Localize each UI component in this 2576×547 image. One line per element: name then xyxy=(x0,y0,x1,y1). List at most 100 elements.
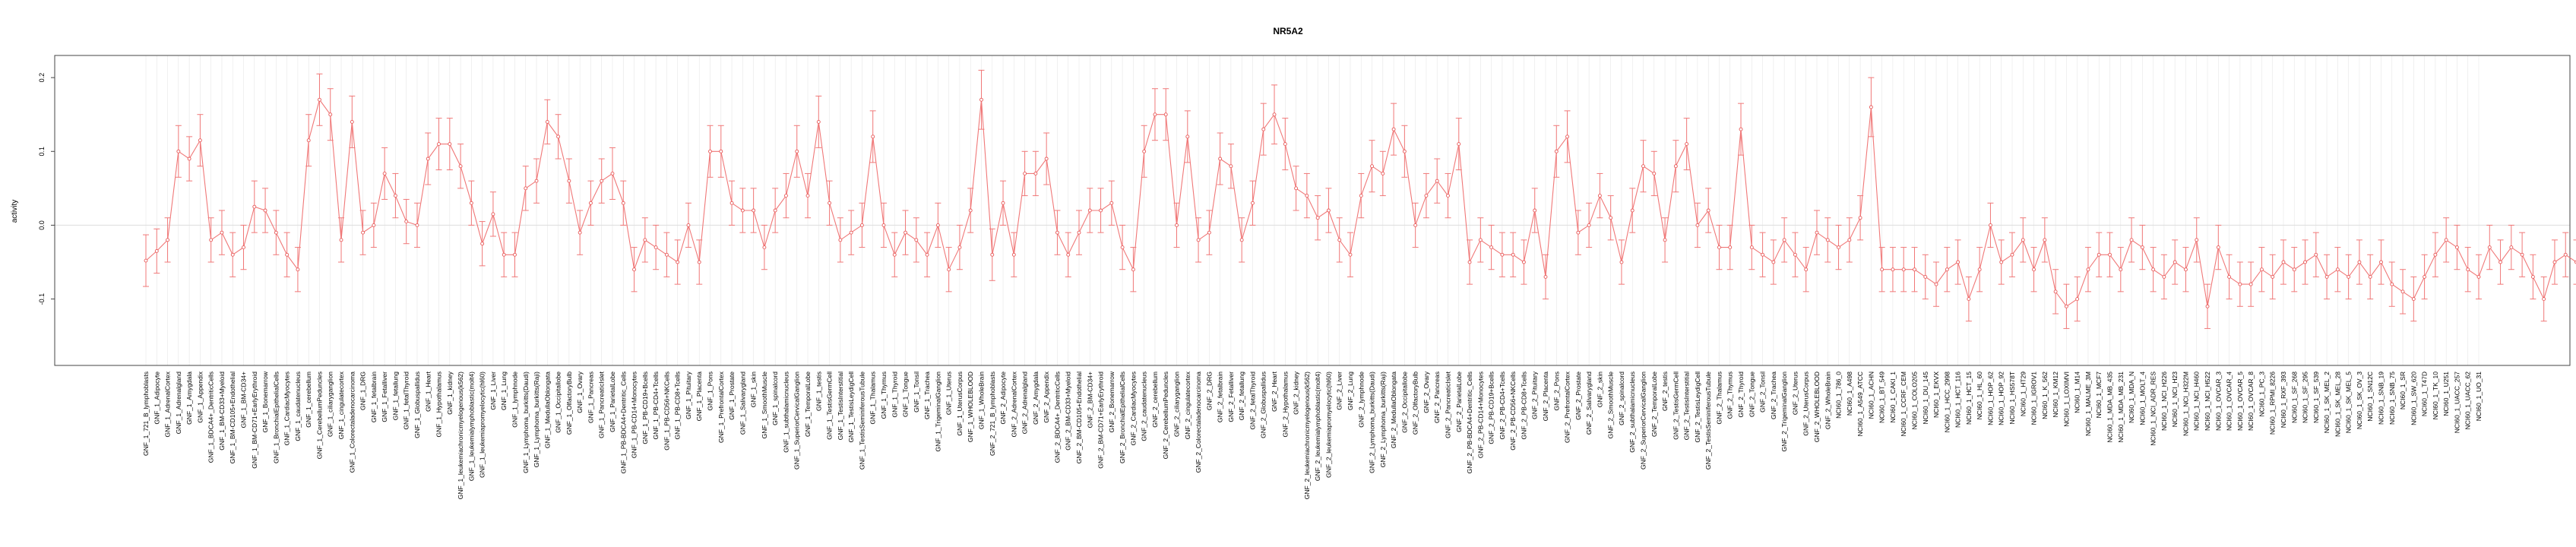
data-point xyxy=(1011,252,1016,257)
x-tick-label: GNF_2_Amygdala xyxy=(1032,372,1040,425)
x-tick-label: GNF_1_Fetalliver xyxy=(381,372,388,422)
data-point xyxy=(2064,304,2068,308)
data-point xyxy=(1055,230,1059,235)
data-point xyxy=(1641,164,1645,169)
plot-frame xyxy=(54,55,2571,366)
x-tick-label: GNF_1_PB-BDCA4+Dentritic_Cells xyxy=(619,372,627,473)
data-point xyxy=(1717,245,1721,250)
x-tick-label: NCI60_1_PC_3 xyxy=(2258,372,2265,417)
x-tick-label: GNF_1_ciliaryganglion xyxy=(327,372,334,437)
x-tick-label: GNF_1_Bonemarrow xyxy=(261,371,269,432)
data-point xyxy=(1435,179,1439,183)
data-point xyxy=(1207,230,1211,235)
data-point xyxy=(1261,127,1266,131)
x-tick-label: GNF_2_Pons xyxy=(1552,372,1560,411)
x-tick-label: GNF_1_Trachea xyxy=(923,372,931,419)
x-tick-label: GNF_2_fetalbrain xyxy=(1217,372,1224,422)
x-tick-label: NCI60_1_DU_145 xyxy=(1922,372,1929,425)
x-tick-label: NCI60_1_HCT_15 xyxy=(1965,372,1973,425)
data-point xyxy=(1446,194,1450,198)
y-tick-label: 0.1 xyxy=(38,147,46,157)
y-axis: -0.1 0.0 0.1 0.2 xyxy=(38,73,55,305)
data-point xyxy=(1706,208,1710,213)
x-tick-label: GNF_1_Heart xyxy=(424,371,432,412)
x-tick-label: GNF_2_Thalamus xyxy=(1715,372,1723,424)
x-tick-label: GNF_1_AdrenalCortex xyxy=(164,371,172,437)
x-tick-label: GNF_2_BM-CD105+Endothelial xyxy=(1075,372,1083,463)
data-point xyxy=(2292,267,2296,272)
data-point xyxy=(1771,260,1776,264)
data-point xyxy=(1728,245,1733,250)
data-point xyxy=(859,223,864,227)
data-point xyxy=(1359,194,1363,198)
data-point xyxy=(2400,289,2405,294)
data-point xyxy=(1565,134,1570,139)
data-point xyxy=(187,157,191,161)
data-point xyxy=(1945,267,1949,272)
data-point xyxy=(1023,171,1027,175)
data-point xyxy=(567,179,571,183)
data-point xyxy=(1521,260,1526,264)
x-tick-label: GNF_1_Adrenalgland xyxy=(175,372,182,434)
data-point xyxy=(838,238,843,242)
data-point xyxy=(2563,252,2568,257)
data-point xyxy=(686,223,691,227)
data-point xyxy=(491,212,495,217)
x-tick-label: GNF_2_Placenta xyxy=(1542,372,1549,421)
x-tick-label: GNF_2_Globuspallidus xyxy=(1260,372,1267,438)
data-point xyxy=(740,208,745,213)
data-point xyxy=(2216,245,2220,250)
data-point xyxy=(708,149,712,153)
x-tick-label: NCI60_1_TK_10 xyxy=(2432,372,2439,420)
data-point xyxy=(1239,238,1244,242)
x-tick-label: GNF_1_721_B_lymphoblasts xyxy=(142,372,150,456)
y-tick-label: -0.1 xyxy=(38,293,46,305)
data-point xyxy=(1424,194,1429,198)
data-point xyxy=(1825,238,1830,242)
data-point xyxy=(621,201,625,205)
data-point xyxy=(676,260,680,264)
data-point xyxy=(242,245,245,250)
x-tick-label: GNF_1_fetalThyroid xyxy=(403,372,410,430)
x-tick-label: NCI60_1_HS578T xyxy=(2008,372,2016,424)
data-point xyxy=(2530,274,2535,279)
data-point xyxy=(892,252,897,257)
x-tick-label: GNF_2_TrigeminalGanglion xyxy=(1780,372,1788,452)
data-point xyxy=(415,223,419,227)
x-tick-label: GNF_1_Salivarygland xyxy=(739,372,746,435)
x-tick-label: GNF_1_TestisSeminiferousTubule xyxy=(858,372,866,470)
series-line xyxy=(145,99,2576,308)
data-point xyxy=(469,201,473,205)
x-tick-label: GNF_1_PB-CD14+Monocytes xyxy=(631,372,638,458)
data-point xyxy=(1923,274,1928,279)
data-point xyxy=(382,171,387,175)
data-point xyxy=(1272,112,1277,117)
data-point xyxy=(545,119,549,124)
x-tick-label: NCI60_1_BT_549 xyxy=(1878,372,1886,423)
x-tick-label: NCI60_1_HOP_62 xyxy=(1986,372,1994,425)
x-tick-label: GNF_2_PB-CD4+Tcells xyxy=(1498,372,1506,440)
data-point xyxy=(2086,267,2090,272)
x-tick-label: GNF_1_UterusCorpus xyxy=(956,372,964,436)
x-tick-label: NCI60_1_KM12 xyxy=(2052,372,2059,418)
x-tick-label: NCI60_1_NCI_ADR_RES xyxy=(2150,372,2157,446)
data-point xyxy=(2108,252,2112,257)
data-point xyxy=(643,238,647,242)
data-point xyxy=(2010,252,2014,257)
x-tick-label: GNF_2_leukemiachronicmyelogenous(k562) xyxy=(1303,372,1311,499)
data-point xyxy=(1229,164,1233,169)
x-tick-label: GNF_2_TestisGermCell xyxy=(1672,372,1679,440)
x-tick-label: GNF_1_Ovary xyxy=(576,371,584,413)
x-tick-label: GNF_1_leukemialymphoblastic(molt4) xyxy=(467,372,475,481)
x-tick-label: GNF_1_BM-CD33+Myeloid xyxy=(218,372,226,451)
x-tick-label: GNF_1_SuperiorCervicalGanglion xyxy=(793,372,801,470)
x-tick-label: NCI60_1_NCI_H322M xyxy=(2182,372,2189,436)
data-point xyxy=(719,149,723,153)
data-point xyxy=(2368,274,2372,279)
x-tick-label: GNF_2_ciliaryganglion xyxy=(1173,372,1181,437)
data-point xyxy=(285,252,290,257)
x-tick-label: NCI60_1_M14 xyxy=(2074,372,2081,413)
data-point xyxy=(1652,171,1657,175)
x-tick-label: NCI60_1_EKVX xyxy=(1932,372,1940,418)
